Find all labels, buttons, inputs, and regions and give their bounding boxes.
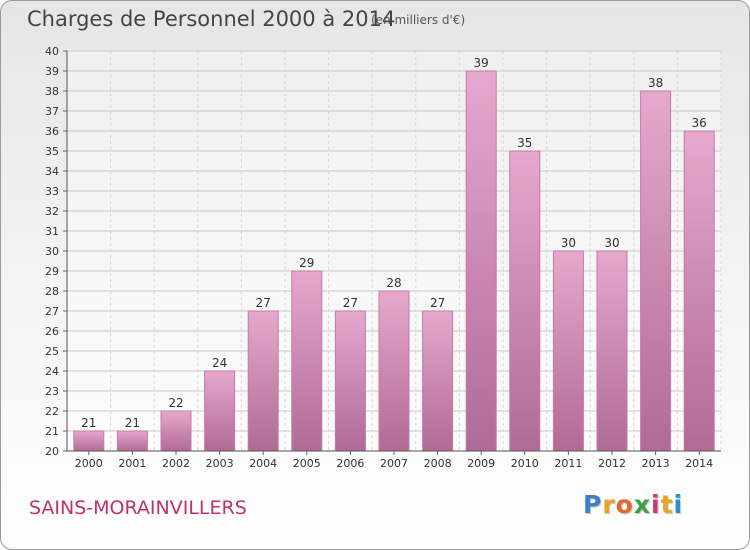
y-tick-label: 30 [45, 245, 59, 258]
y-tick-label: 29 [45, 265, 59, 278]
x-tick-label: 2009 [467, 457, 495, 470]
y-tick-label: 37 [45, 105, 59, 118]
logo-letter: o [615, 490, 634, 519]
data-label-2010: 35 [517, 136, 532, 150]
data-label-2013: 38 [648, 76, 663, 90]
axes [63, 50, 721, 455]
y-tick-label: 28 [45, 285, 59, 298]
y-tick-label: 34 [45, 165, 59, 178]
x-tick-label: 2004 [249, 457, 277, 470]
y-tick-label: 32 [45, 205, 59, 218]
data-label-2004: 27 [256, 296, 271, 310]
x-tick-label: 2008 [424, 457, 452, 470]
y-tick-label: 39 [45, 65, 59, 78]
bar-2012 [596, 250, 628, 452]
y-tick-label: 35 [45, 145, 59, 158]
bar-2014 [683, 130, 715, 452]
data-label-2000: 21 [81, 416, 96, 430]
x-tick-label: 2000 [75, 457, 103, 470]
y-tick-label: 40 [45, 45, 59, 58]
bar-2007 [378, 290, 410, 452]
data-label-2003: 24 [212, 356, 227, 370]
proxiti-logo: Proxiti [583, 490, 683, 519]
chart-title: Charges de Personnel 2000 à 2014 [27, 7, 396, 31]
logo-letter: r [602, 490, 616, 519]
y-tick-label: 25 [45, 345, 59, 358]
y-tick-label: 26 [45, 325, 59, 338]
bar-2001 [116, 430, 148, 452]
y-tick-label: 31 [45, 225, 59, 238]
chart-subtitle: (en milliers d'€) [371, 13, 466, 27]
data-label-2012: 30 [604, 236, 619, 250]
town-name: SAINS-MORAINVILLERS [29, 497, 247, 519]
bar-2008 [422, 310, 454, 452]
data-label-2014: 36 [692, 116, 707, 130]
x-tick-label: 2013 [642, 457, 670, 470]
logo-letter: P [583, 490, 603, 519]
y-tick-label: 33 [45, 185, 59, 198]
bar-2004 [247, 310, 279, 452]
data-label-2005: 29 [299, 256, 314, 270]
bar-2005 [291, 270, 323, 452]
bar-2002 [160, 410, 192, 452]
y-tick-label: 27 [45, 305, 59, 318]
y-tick-labels: 20 21 22 23 24 25 26 27 28 29 30 31 32 33 34 35 36 37 38 39… [45, 45, 59, 458]
y-tick-label: 23 [45, 385, 59, 398]
y-tick-label: 36 [45, 125, 59, 138]
x-tick-label: 2003 [206, 457, 234, 470]
x-tick-labels: 2000 2001 2002 2003 2004 2005 2006 2007 2008 2009… [75, 457, 713, 470]
bars [73, 70, 715, 452]
x-tick-label: 2011 [554, 457, 582, 470]
logo-letter: i [651, 490, 661, 519]
x-tick-label: 2001 [118, 457, 146, 470]
data-labels: 21 21 22 24 27 29 27 28 27 39 35 30 30 38 36 [81, 56, 707, 430]
data-label-2008: 27 [430, 296, 445, 310]
logo-letter: i [673, 490, 684, 519]
bar-2009 [465, 70, 497, 452]
bar-2013 [640, 90, 672, 452]
y-tick-label: 38 [45, 85, 59, 98]
data-label-2011: 30 [561, 236, 576, 250]
x-tick-label: 2010 [511, 457, 539, 470]
x-tick-label: 2007 [380, 457, 408, 470]
data-label-2001: 21 [125, 416, 140, 430]
x-tick-label: 2005 [293, 457, 321, 470]
y-tick-label: 22 [45, 405, 59, 418]
logo-letter: t [660, 490, 674, 519]
y-tick-label: 21 [45, 425, 59, 438]
bar-2006 [334, 310, 366, 452]
bar-2003 [204, 370, 236, 452]
bar-2000 [73, 430, 105, 452]
data-label-2009: 39 [474, 56, 489, 70]
y-tick-label: 24 [45, 365, 59, 378]
logo-letter: x [633, 490, 651, 519]
x-tick-label: 2012 [598, 457, 626, 470]
data-label-2007: 28 [386, 276, 401, 290]
bar-2011 [552, 250, 584, 452]
x-tick-label: 2014 [685, 457, 713, 470]
x-tick-label: 2002 [162, 457, 190, 470]
y-tick-label: 20 [45, 445, 59, 458]
bar-2010 [509, 150, 541, 452]
data-label-2002: 22 [168, 396, 183, 410]
data-label-2006: 27 [343, 296, 358, 310]
x-tick-label: 2006 [336, 457, 364, 470]
